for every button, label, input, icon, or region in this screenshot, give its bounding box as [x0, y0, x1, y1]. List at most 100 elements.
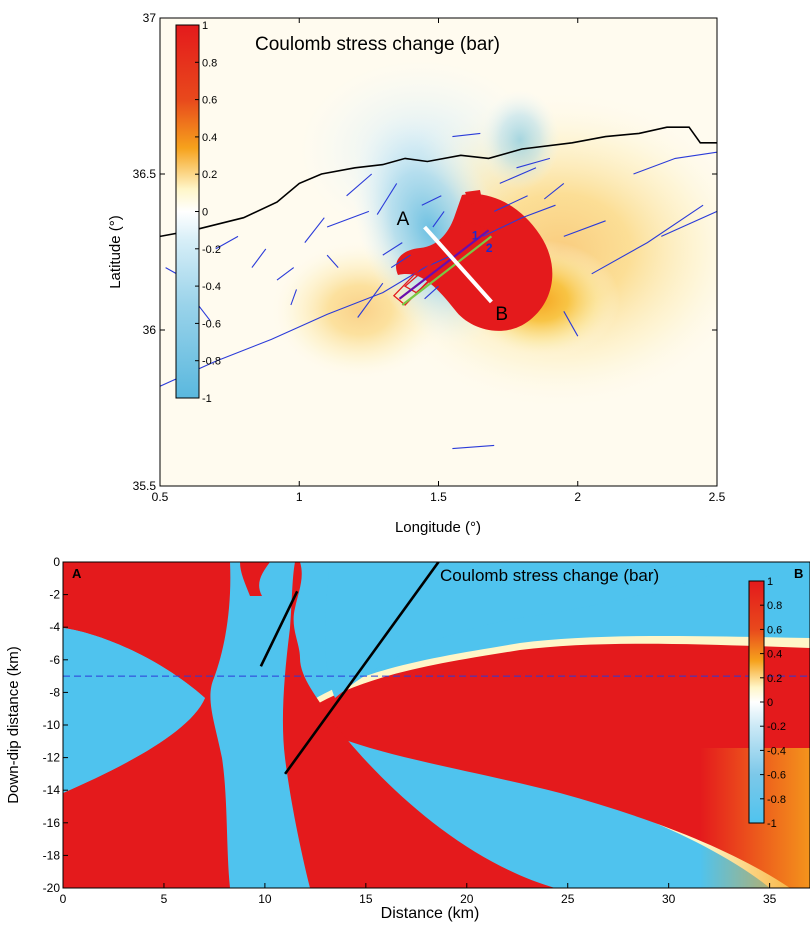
section-y-tick-label: -18 — [43, 848, 61, 862]
map-y-tick-label: 36.5 — [133, 167, 157, 181]
map-colorbar-tick-label: -0.2 — [202, 244, 221, 256]
section-x-tick-label: 15 — [359, 892, 373, 906]
section-x-tick-label: 10 — [258, 892, 272, 906]
fault-line-25 — [661, 210, 717, 237]
map-colorbar-tick-label: -0.8 — [202, 356, 221, 368]
cross-section-x-axis-label: Distance (km) — [381, 905, 480, 922]
section-colorbar-tick-label: -0.4 — [767, 745, 786, 757]
fault-line-8 — [326, 254, 339, 268]
fault-line-18 — [482, 204, 556, 237]
map-colorbar-tick-label: -1 — [202, 393, 212, 405]
section-y-tick-label: -12 — [43, 751, 61, 765]
map-colorbar-tick-label: -0.4 — [202, 281, 221, 293]
map-x-axis-label: Longitude (°) — [395, 519, 481, 536]
fault-line-16 — [421, 195, 442, 206]
section-colorbar-tick-label: -0.2 — [767, 721, 786, 733]
section-y-tick-label: -10 — [43, 718, 61, 732]
corner-label-b: B — [794, 566, 803, 581]
fault-line-5 — [251, 248, 267, 268]
map-y-axis-label: Latitude (°) — [107, 215, 124, 289]
fault-line-11 — [346, 173, 373, 197]
section-colorbar-tick-label: -0.6 — [767, 770, 786, 782]
section-y-tick-label: -8 — [49, 685, 60, 699]
fault-line-4 — [215, 235, 239, 250]
section-x-tick-label: 30 — [662, 892, 676, 906]
section-y-tick-label: -6 — [49, 653, 60, 667]
section-colorbar-tick-label: 0.2 — [767, 673, 782, 685]
fault-line-22 — [543, 182, 565, 200]
map-x-tick-label: 1 — [296, 490, 303, 504]
map-title: Coulomb stress change (bar) — [255, 34, 500, 55]
fault-line-24 — [591, 204, 704, 275]
fault-line-13 — [357, 282, 384, 318]
section-y-tick-label: -4 — [49, 620, 60, 634]
corner-label-a: A — [72, 566, 82, 581]
map-annotation-A: A — [397, 209, 410, 230]
fault-line-20 — [499, 167, 537, 184]
section-y-tick-label: -2 — [49, 588, 60, 602]
section-y-tick-label: -14 — [43, 783, 61, 797]
section-colorbar-tick-label: 1 — [767, 576, 773, 588]
section-x-tick-label: 25 — [561, 892, 575, 906]
section-colorbar-tick-label: -1 — [767, 818, 777, 830]
map-annotation-1: 1 — [472, 228, 479, 242]
fault-line-10 — [326, 210, 370, 228]
fault-trace-1 — [401, 235, 493, 306]
fault-line-9 — [304, 217, 325, 243]
fault-line-17 — [432, 211, 445, 228]
map-figure: 0.5 1 1.5 2 2.5 35.5 36 36.5 37 1 0.8 0.6 0.4 0.2 0 -0… — [107, 11, 726, 536]
map-colorbar-tick-label: 0.8 — [202, 57, 217, 69]
fault-line-15 — [382, 242, 403, 256]
fault-line-12 — [376, 183, 398, 215]
section-colorbar-tick-label: 0.6 — [767, 624, 782, 636]
fault-line-7 — [290, 289, 298, 306]
cross-section-figure: 0 5 10 15 20 25 30 350-2-4-6-8-10-12-14-16-18-2… — [5, 555, 810, 922]
fault-line-23 — [563, 220, 606, 237]
section-x-tick-label: 5 — [161, 892, 168, 906]
fault-line-28 — [563, 311, 579, 337]
map-y-tick-label: 36 — [143, 323, 157, 337]
stress-field — [270, 60, 717, 410]
fault-trace-0 — [398, 229, 490, 300]
map-x-tick-label: 0.5 — [152, 490, 169, 504]
fault-line-30 — [452, 444, 495, 450]
fault-plane-1 — [284, 562, 440, 775]
map-x-tick-label: 2.5 — [709, 490, 726, 504]
map-y-tick-label: 37 — [143, 11, 157, 25]
section-y-tick-label: -16 — [43, 816, 61, 830]
map-colorbar-tick-label: 0 — [202, 207, 208, 219]
fault-line-21 — [516, 157, 551, 169]
cross-section-y-axis-label: Down-dip distance (km) — [5, 646, 22, 804]
fault-line-6 — [276, 267, 295, 281]
map-colorbar-tick-label: 0.6 — [202, 95, 217, 107]
section-colorbar-tick-label: 0.8 — [767, 600, 782, 612]
map-colorbar: 1 0.8 0.6 0.4 0.2 0 -0.2 -0.4 -0.6 -0.8 -1 — [175, 20, 221, 405]
fault-line-0 — [160, 254, 453, 387]
profile-line-a-b — [423, 225, 493, 304]
section-y-tick-label: 0 — [53, 555, 60, 569]
map-x-tick-label: 2 — [574, 490, 581, 504]
fault-plane-0 — [259, 590, 299, 667]
cross-section-title: Coulomb stress change (bar) — [440, 566, 659, 585]
section-colorbar-tick-label: -0.8 — [767, 794, 786, 806]
section-colorbar-tick-label: 0.4 — [767, 649, 782, 661]
section-y-tick-label: -20 — [43, 881, 61, 895]
map-colorbar-tick-label: 0.2 — [202, 169, 217, 181]
fault-line-27 — [452, 132, 481, 138]
cross-section-field — [63, 562, 810, 888]
map-annotation-B: B — [495, 304, 508, 325]
cross-section-colorbar: 1 0.8 0.6 0.4 0.2 0 -0.2 -0.4 -0.6 -0.8 -1 — [748, 576, 786, 830]
map-colorbar-tick-label: -0.6 — [202, 318, 221, 330]
map-x-tick-label: 1.5 — [430, 490, 447, 504]
section-colorbar-tick-label: 0 — [767, 697, 773, 709]
map-annotation-2: 2 — [486, 241, 493, 255]
fault-line-26 — [633, 151, 717, 175]
fault-line-19 — [493, 195, 528, 212]
section-x-tick-label: 0 — [60, 892, 67, 906]
map-colorbar-tick-label: 1 — [202, 20, 208, 32]
coastline — [160, 126, 717, 238]
fault-line-14 — [390, 254, 411, 269]
section-x-tick-label: 35 — [763, 892, 777, 906]
map-colorbar-tick-label: 0.4 — [202, 132, 217, 144]
fault-line-29 — [424, 285, 439, 300]
